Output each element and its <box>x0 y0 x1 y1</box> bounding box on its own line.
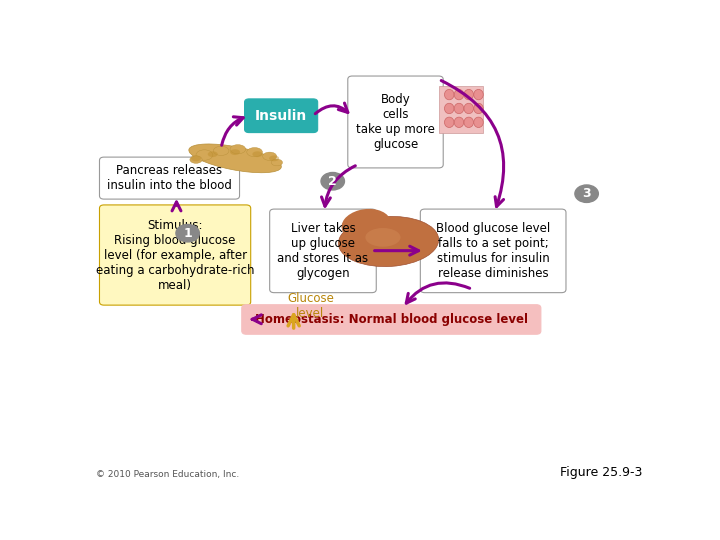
Text: 1: 1 <box>184 227 192 240</box>
FancyBboxPatch shape <box>420 209 566 293</box>
Ellipse shape <box>474 90 483 100</box>
Text: Glucose
level: Glucose level <box>287 292 334 320</box>
Ellipse shape <box>341 209 391 241</box>
Ellipse shape <box>454 90 464 100</box>
Ellipse shape <box>444 117 454 127</box>
FancyBboxPatch shape <box>99 205 251 305</box>
FancyBboxPatch shape <box>438 85 483 133</box>
Ellipse shape <box>444 90 454 100</box>
FancyBboxPatch shape <box>242 305 541 334</box>
Ellipse shape <box>365 228 400 247</box>
Ellipse shape <box>208 151 217 157</box>
Circle shape <box>321 172 344 190</box>
Ellipse shape <box>454 117 464 127</box>
Ellipse shape <box>230 145 246 154</box>
Ellipse shape <box>464 117 474 127</box>
Ellipse shape <box>271 159 282 166</box>
FancyBboxPatch shape <box>270 209 377 293</box>
Ellipse shape <box>253 151 262 157</box>
Ellipse shape <box>213 146 229 156</box>
Ellipse shape <box>189 144 282 173</box>
Ellipse shape <box>263 152 276 160</box>
Text: Blood glucose level
falls to a set point;
stimulus for insulin
release diminishe: Blood glucose level falls to a set point… <box>436 222 550 280</box>
Text: Pancreas releases
insulin into the blood: Pancreas releases insulin into the blood <box>107 164 232 192</box>
Text: 2: 2 <box>328 175 337 188</box>
Ellipse shape <box>444 103 454 113</box>
Ellipse shape <box>230 149 240 155</box>
Ellipse shape <box>190 156 202 163</box>
Ellipse shape <box>191 156 201 161</box>
FancyBboxPatch shape <box>348 76 444 168</box>
Ellipse shape <box>269 156 279 161</box>
Ellipse shape <box>338 217 438 267</box>
Ellipse shape <box>464 90 474 100</box>
Text: Homeostasis: Normal blood glucose level: Homeostasis: Normal blood glucose level <box>255 313 528 326</box>
Text: 3: 3 <box>582 187 591 200</box>
Text: © 2010 Pearson Education, Inc.: © 2010 Pearson Education, Inc. <box>96 469 239 478</box>
Ellipse shape <box>247 147 262 157</box>
Circle shape <box>575 185 598 202</box>
FancyBboxPatch shape <box>99 157 240 199</box>
Text: Body
cells
take up more
glucose: Body cells take up more glucose <box>356 93 435 151</box>
Ellipse shape <box>196 150 213 160</box>
Ellipse shape <box>474 117 483 127</box>
Ellipse shape <box>474 103 483 113</box>
FancyBboxPatch shape <box>245 99 318 133</box>
Text: Insulin: Insulin <box>255 109 307 123</box>
Ellipse shape <box>464 103 474 113</box>
Ellipse shape <box>454 103 464 113</box>
Text: Liver takes
up glucose
and stores it as
glycogen: Liver takes up glucose and stores it as … <box>277 222 369 280</box>
Text: Figure 25.9-3: Figure 25.9-3 <box>560 465 642 478</box>
Text: Stimulus:
Rising blood glucose
level (for example, after
eating a carbohydrate-r: Stimulus: Rising blood glucose level (fo… <box>96 219 254 292</box>
Circle shape <box>176 225 199 242</box>
